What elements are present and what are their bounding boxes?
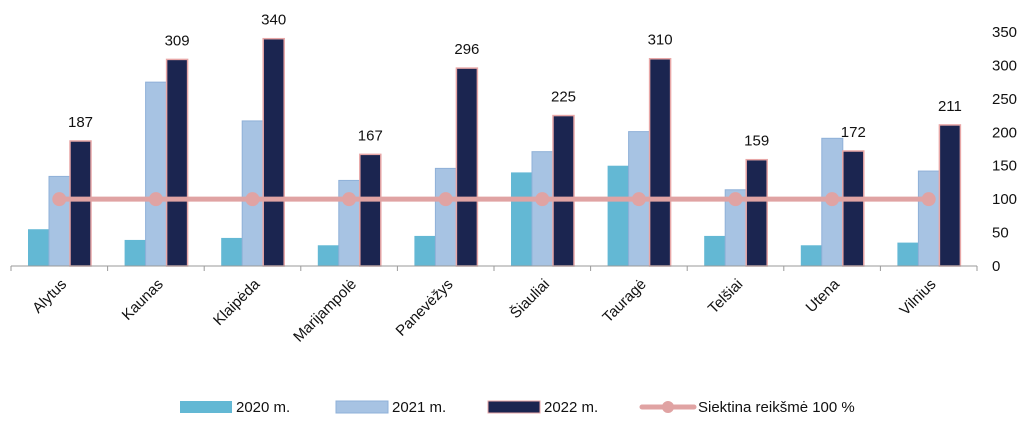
x-tick-label-2: Kaunas: [119, 276, 167, 324]
y-tick-label-8: 350: [992, 24, 1017, 41]
legend-label-1: 2020 m.: [236, 399, 290, 416]
bar-1-10: [897, 242, 919, 266]
target-point-6: [535, 192, 550, 207]
data-label-4: 167: [358, 127, 383, 144]
bar-1-8: [704, 235, 726, 266]
bar-3-6: [552, 114, 575, 267]
target-point-5: [438, 192, 453, 207]
target-point-1: [52, 192, 67, 207]
data-label-2: 309: [165, 32, 190, 49]
bar-3-5: [455, 67, 479, 267]
bar-2-10: [917, 170, 940, 267]
bar-1-9: [800, 245, 822, 266]
target-point-4: [342, 192, 357, 207]
bar-3-1: [69, 140, 92, 267]
x-tick-label-9: Utena: [803, 275, 844, 316]
y-tick-label-7: 300: [992, 57, 1017, 74]
bar-3-2: [165, 58, 189, 267]
legend-label-3: 2022 m.: [544, 399, 598, 416]
x-tick-label-7: Tauragė: [599, 276, 649, 326]
target-point-3: [245, 192, 260, 207]
target-point-10: [921, 192, 936, 207]
bar-3-8: [745, 158, 768, 267]
y-tick-label-2: 50: [992, 225, 1009, 242]
target-point-2: [148, 192, 163, 207]
x-tick-label-1: Alytus: [29, 276, 70, 317]
legend-swatch-3: [487, 400, 541, 414]
data-label-6: 225: [551, 89, 576, 106]
bar-1-4: [317, 245, 339, 266]
data-label-10: 211: [938, 98, 962, 115]
bar-2-6: [531, 151, 554, 267]
legend-marker-4: [662, 401, 674, 413]
x-tick-label-8: Telšiai: [705, 276, 746, 317]
bar-3-7: [648, 57, 672, 267]
bar-1-5: [414, 235, 436, 266]
bar-3-4: [359, 153, 382, 267]
bar-3-3: [262, 37, 285, 267]
x-tick-label-6: Šiauliai: [507, 276, 553, 322]
y-tick-label-3: 100: [992, 191, 1017, 208]
y-tick-label-1: 0: [992, 258, 1000, 275]
x-tick-label-10: Vilnius: [896, 276, 939, 319]
bar-1-2: [124, 239, 146, 266]
data-label-8: 159: [744, 133, 769, 150]
data-label-9: 172: [841, 124, 866, 141]
target-point-8: [728, 192, 743, 207]
x-tick-label-3: Klaipėda: [210, 275, 264, 329]
data-label-5: 296: [454, 41, 479, 58]
bar-1-6: [511, 172, 532, 266]
y-tick-label-6: 250: [992, 91, 1017, 108]
bar-1-7: [607, 165, 629, 266]
bar-1-1: [28, 229, 49, 266]
bar-2-5: [434, 167, 457, 267]
y-tick-label-4: 150: [992, 158, 1017, 175]
x-tick-label-4: Marijampolė: [290, 276, 360, 346]
target-point-9: [825, 192, 840, 207]
legend-swatch-2: [335, 400, 389, 414]
bar-3-9: [842, 150, 865, 267]
target-point-7: [631, 192, 646, 207]
bar-1-3: [221, 237, 243, 266]
y-tick-label-5: 200: [992, 124, 1017, 141]
bar-3-10: [938, 124, 962, 267]
x-tick-label-5: Panevėžys: [393, 276, 457, 340]
legend-label-4: Siektina reikšmė 100 %: [698, 399, 855, 416]
legend-swatch-1: [180, 401, 232, 413]
legend-label-2: 2021 m.: [392, 399, 446, 416]
data-label-3: 340: [261, 12, 286, 29]
data-label-7: 310: [648, 32, 673, 49]
bar-2-1: [48, 175, 71, 267]
data-label-1: 187: [68, 114, 93, 131]
bar-2-2: [145, 81, 168, 267]
